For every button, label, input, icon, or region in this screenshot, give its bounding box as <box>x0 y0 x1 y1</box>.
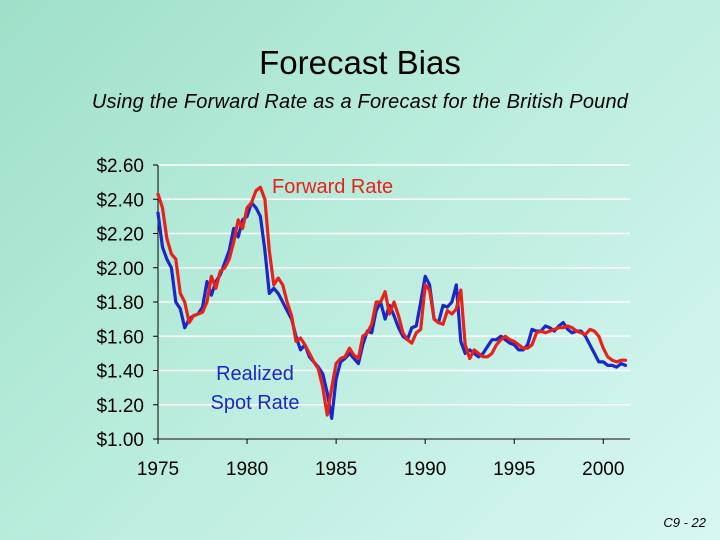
annotation-realized-spot-rate: Realized Spot Rate <box>211 363 300 414</box>
x-tick-label: 1985 <box>315 459 357 480</box>
x-tick-label: 2000 <box>582 459 624 480</box>
x-tick-label: 1980 <box>226 459 268 480</box>
x-tick-label: 1990 <box>404 459 446 480</box>
x-tick-label: 1995 <box>493 459 535 480</box>
slide-subtitle: Using the Forward Rate as a Forecast for… <box>91 91 629 113</box>
x-tick-label: 1975 <box>137 459 179 480</box>
series-line-forward-rate <box>156 185 628 417</box>
slide-title: Forecast Bias <box>259 44 461 81</box>
slide-number: C9 - 22 <box>663 515 706 530</box>
annotation-forward-rate: Forward Rate <box>272 176 393 198</box>
y-tick-label: $1.00 <box>96 430 144 451</box>
y-tick-label: $2.40 <box>96 190 144 211</box>
y-tick-label: $2.20 <box>96 225 144 246</box>
y-tick-label: $1.60 <box>96 327 144 348</box>
y-tick-label: $2.00 <box>96 259 144 280</box>
y-tick-label: $1.80 <box>96 293 144 314</box>
y-tick-label: $2.60 <box>96 156 144 177</box>
y-tick-label: $1.20 <box>96 396 144 417</box>
y-tick-label: $1.40 <box>96 362 144 383</box>
